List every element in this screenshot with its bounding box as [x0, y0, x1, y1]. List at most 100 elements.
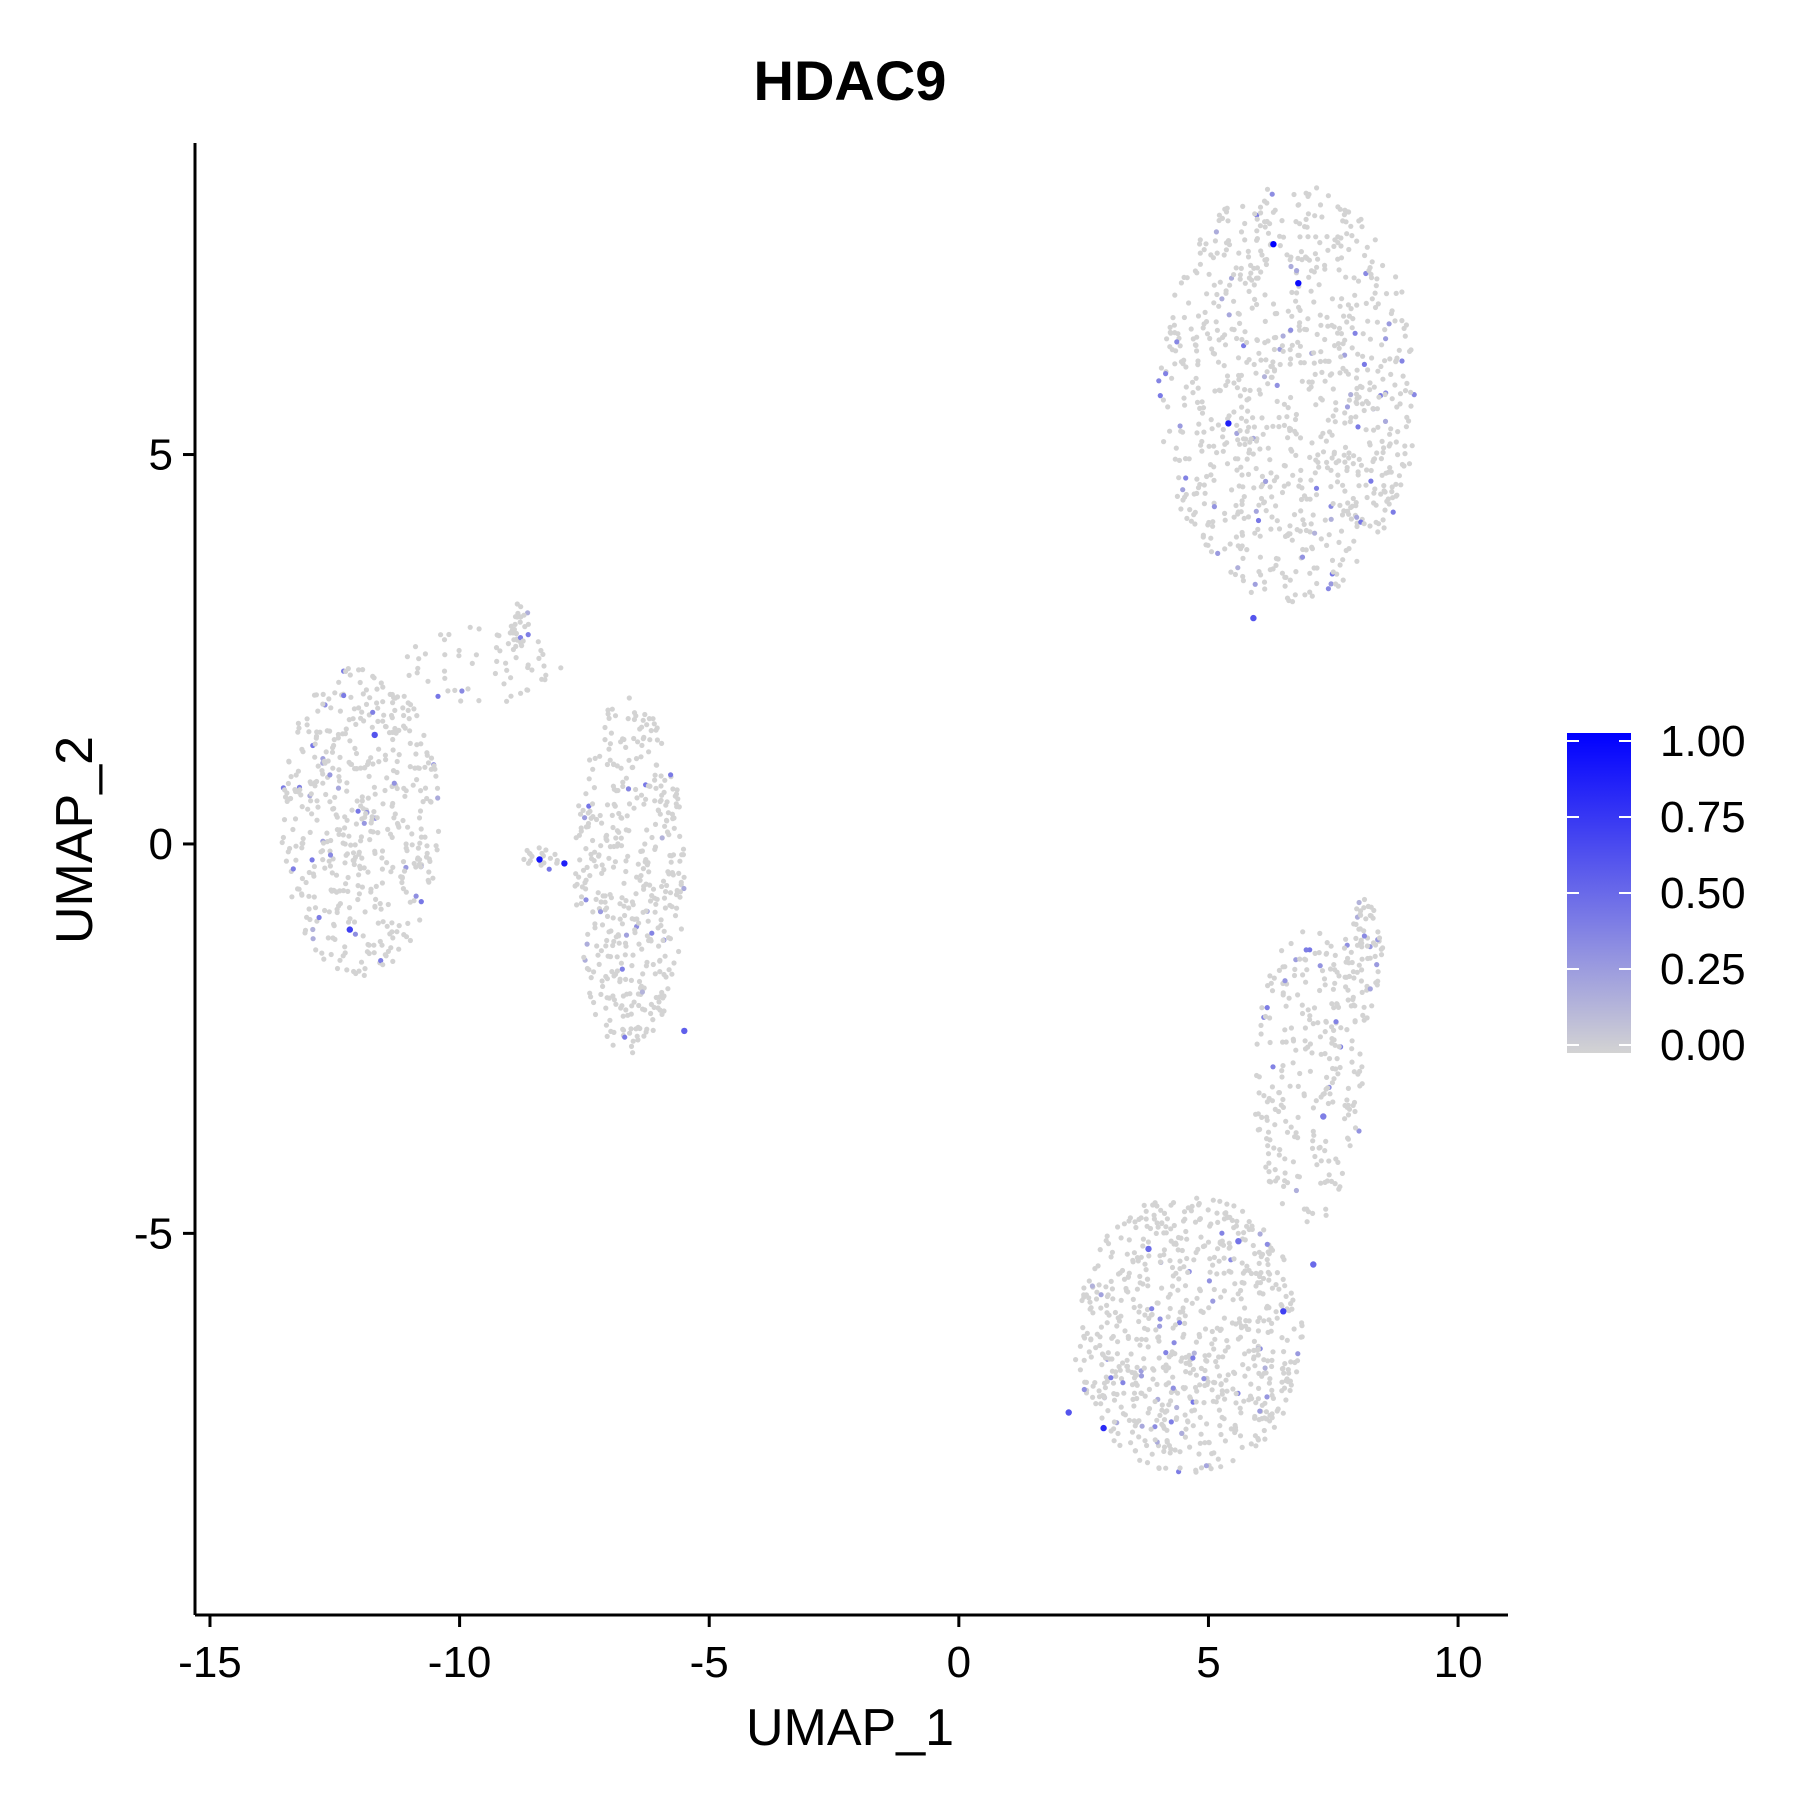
cell-point	[1307, 454, 1313, 460]
cell-point	[643, 963, 650, 969]
cell-point	[1118, 1235, 1124, 1241]
cell-point	[1118, 1313, 1124, 1319]
cell-point	[1211, 1379, 1217, 1385]
cell-point	[351, 861, 357, 868]
cell-point	[1219, 1414, 1225, 1420]
cell-point	[1183, 1228, 1189, 1235]
cell-point	[1224, 1214, 1231, 1220]
cell-point	[1283, 1118, 1289, 1124]
cell-point	[311, 863, 317, 870]
cell-point	[1352, 1108, 1358, 1115]
cell-point	[388, 945, 394, 951]
cell-point	[1231, 1256, 1237, 1262]
cell-point	[1397, 391, 1404, 397]
cell-point	[643, 796, 649, 802]
cell-point	[1213, 1359, 1219, 1365]
cell-point	[1364, 943, 1370, 949]
cell-point	[1310, 1210, 1316, 1216]
cell-point	[1343, 936, 1349, 942]
high-expression-point	[1100, 1424, 1107, 1432]
cell-point	[1284, 1180, 1291, 1186]
cell-point	[1179, 1430, 1185, 1436]
cell-point	[623, 827, 629, 833]
cell-point	[1221, 363, 1227, 369]
cell-point	[1270, 1064, 1276, 1070]
cell-point	[1139, 1336, 1145, 1342]
cell-point	[433, 773, 439, 779]
cell-point	[1329, 432, 1335, 438]
cell-point	[1298, 496, 1305, 503]
cell-point	[612, 859, 619, 865]
cell-point	[1173, 1270, 1179, 1276]
cell-point	[1276, 1090, 1282, 1096]
cell-point	[610, 824, 616, 831]
cell-point	[593, 863, 599, 869]
cell-point	[1195, 485, 1202, 491]
cell-point	[1301, 1091, 1307, 1097]
cell-point	[368, 828, 374, 834]
cell-point	[647, 898, 654, 904]
cell-point	[360, 667, 366, 673]
cell-point	[1219, 296, 1225, 302]
cell-point	[1402, 443, 1408, 449]
cell-point	[1228, 569, 1234, 575]
cell-point	[1343, 219, 1349, 225]
cell-point	[1273, 562, 1279, 569]
cell-point	[1251, 1338, 1257, 1344]
cell-point	[1331, 324, 1337, 330]
cell-point	[1203, 1463, 1209, 1469]
cell-point	[1131, 1403, 1137, 1409]
cell-point	[634, 1033, 640, 1039]
cell-point	[1257, 204, 1264, 210]
cell-point	[1253, 438, 1260, 444]
cell-point	[1299, 378, 1305, 384]
cell-point	[657, 969, 663, 975]
cell-point	[1108, 1375, 1114, 1381]
cell-point	[669, 904, 675, 910]
cell-point	[1073, 1357, 1079, 1363]
cell-point	[676, 870, 682, 877]
cell-point	[602, 737, 608, 743]
cell-point	[1200, 325, 1206, 331]
cell-point	[1156, 378, 1162, 384]
cell-point	[1142, 1438, 1148, 1444]
cell-point	[1269, 514, 1275, 520]
cell-point	[1358, 912, 1364, 918]
cell-point	[1126, 1270, 1132, 1276]
cell-point	[1182, 402, 1188, 408]
cell-point	[1295, 255, 1301, 261]
cell-point	[320, 840, 327, 846]
cell-point	[1151, 1212, 1157, 1218]
cell-point	[623, 1007, 629, 1013]
cell-point	[1313, 1098, 1319, 1104]
cell-point	[1342, 352, 1348, 358]
cell-point	[1221, 1270, 1227, 1276]
cell-point	[1142, 1393, 1148, 1399]
cell-point	[1193, 375, 1199, 381]
cell-point	[1266, 1251, 1272, 1257]
cell-point	[1339, 512, 1346, 518]
cell-point	[1323, 1206, 1329, 1212]
cell-point	[584, 864, 590, 871]
cell-point	[529, 667, 535, 673]
cell-point	[1210, 255, 1216, 261]
cell-point	[1339, 1170, 1345, 1176]
cell-point	[650, 716, 656, 722]
cell-point	[644, 827, 650, 833]
cell-point	[311, 873, 317, 879]
cell-point	[1279, 489, 1286, 496]
cell-point	[593, 816, 600, 823]
cell-point	[313, 733, 320, 739]
cell-point	[1310, 1138, 1316, 1144]
cell-point	[585, 820, 592, 827]
cell-point	[1208, 549, 1215, 555]
cell-point	[1356, 962, 1362, 968]
cell-point	[629, 899, 636, 905]
cell-point	[1375, 978, 1381, 984]
cell-point	[1303, 190, 1309, 196]
cell-point	[609, 969, 615, 975]
cell-point	[1171, 1222, 1177, 1229]
cell-point	[1373, 942, 1379, 948]
cell-point	[639, 724, 645, 730]
cell-point	[1295, 339, 1301, 345]
